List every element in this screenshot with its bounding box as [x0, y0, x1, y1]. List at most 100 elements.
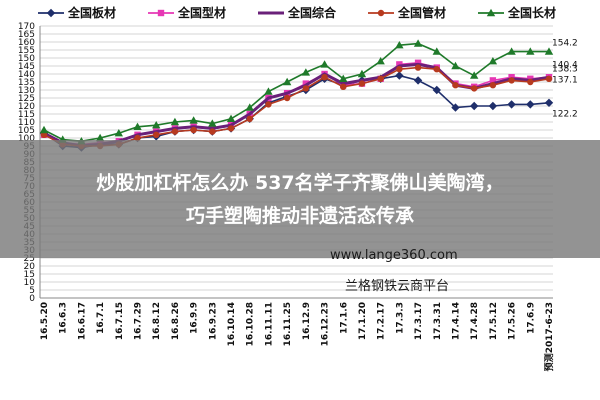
- x-tick-label: 17.1.20: [358, 302, 368, 340]
- x-tick-label: 16.10.28: [246, 302, 256, 346]
- data-point: [377, 9, 385, 17]
- data-point: [209, 128, 216, 135]
- x-tick-label: 16.7.1: [96, 302, 106, 334]
- y-tick-label: 15: [24, 270, 35, 280]
- legend-item: 全国综合: [258, 5, 337, 20]
- data-point: [508, 74, 515, 81]
- data-point: [357, 69, 367, 78]
- y-tick-label: 105: [18, 126, 35, 136]
- data-point: [152, 121, 161, 129]
- data-point: [544, 98, 554, 107]
- legend-item: 全国长材: [478, 5, 556, 20]
- data-point: [40, 131, 48, 138]
- y-tick-label: 20: [24, 262, 36, 272]
- end-value-label: 137.1: [552, 76, 578, 86]
- data-point: [376, 57, 385, 65]
- data-point: [377, 75, 384, 83]
- data-point: [39, 125, 49, 134]
- y-tick-label: 10: [24, 278, 36, 288]
- data-point: [396, 66, 403, 73]
- data-point: [302, 85, 310, 92]
- data-point: [246, 115, 253, 123]
- data-point: [527, 78, 534, 86]
- x-tick-label: 17.5.26: [508, 302, 518, 340]
- data-point: [507, 47, 516, 55]
- x-tick-label: 17.4.14: [451, 302, 461, 340]
- legend-label: 全国管材: [397, 5, 446, 20]
- x-tick-label: 17.3.31: [433, 302, 443, 340]
- x-tick-label: 17.2.17: [377, 302, 387, 340]
- x-tick-label: 16.6.17: [77, 302, 87, 340]
- data-point: [545, 75, 553, 83]
- data-point: [95, 133, 105, 142]
- end-value-label: 154.2: [552, 39, 578, 49]
- y-tick-label: 100: [18, 134, 35, 144]
- y-tick-label: 110: [18, 118, 35, 128]
- data-point: [153, 131, 160, 138]
- data-point: [488, 101, 498, 111]
- end-value-label: 140.4: [552, 60, 578, 70]
- headline-line-2: 巧手塑陶推动非遗活态传承: [185, 205, 414, 227]
- x-tick-label: 16.9.9: [190, 302, 200, 334]
- data-point: [190, 126, 197, 134]
- x-tick-label: 16.10.14: [227, 302, 237, 346]
- data-point: [189, 116, 198, 124]
- legend-item: 全国板材: [38, 5, 116, 20]
- data-point: [507, 100, 516, 109]
- data-point: [486, 8, 496, 17]
- data-point: [208, 119, 217, 127]
- x-tick-label: 16.12.23: [321, 302, 331, 346]
- end-value-label: 122.2: [552, 109, 578, 119]
- data-point: [227, 125, 235, 132]
- x-tick-label: 16.9.23: [208, 302, 218, 340]
- x-tick-label: 17.3.3: [395, 302, 405, 334]
- data-point: [320, 60, 329, 68]
- data-point: [451, 103, 460, 112]
- x-axis: 16.5.20 16.6.3 16.6.17 16.7.1 16.7.15 16.7.29…: [40, 297, 555, 371]
- data-point: [339, 74, 348, 82]
- data-point: [396, 61, 403, 68]
- series-line: [43, 42, 549, 143]
- data-point: [508, 77, 515, 84]
- data-point: [340, 83, 347, 91]
- data-point: [469, 71, 479, 79]
- data-point: [358, 80, 366, 87]
- legend-label: 全国综合: [287, 5, 337, 20]
- data-point: [414, 59, 422, 66]
- x-tick-label: 预测2017-6-23: [543, 302, 555, 371]
- data-point: [301, 68, 311, 76]
- watermark-url: www.lange360.com: [330, 248, 458, 263]
- data-point: [226, 114, 236, 122]
- data-point: [395, 71, 404, 80]
- data-point: [526, 47, 535, 55]
- data-point: [489, 77, 497, 84]
- y-tick-label: 160: [18, 38, 35, 48]
- watermark-brand: 兰格钢铁云商平台: [345, 279, 450, 294]
- y-tick-label: 140: [18, 70, 35, 80]
- data-point: [488, 57, 498, 65]
- data-point: [265, 101, 272, 108]
- y-tick-label: 5: [29, 286, 35, 296]
- legend-label: 全国板材: [67, 5, 116, 20]
- data-point: [114, 129, 124, 137]
- y-tick-label: 125: [18, 94, 35, 104]
- data-point: [470, 85, 478, 92]
- y-tick-label: 155: [18, 46, 35, 56]
- x-tick-label: 16.5.20: [40, 302, 50, 340]
- series-5: [39, 39, 554, 145]
- legend-label: 全国型材: [177, 5, 226, 20]
- x-tick-label: 16.6.3: [59, 302, 69, 334]
- data-point: [264, 87, 273, 95]
- data-point: [321, 74, 328, 81]
- data-point: [489, 82, 497, 89]
- y-tick-label: 0: [29, 294, 35, 304]
- x-tick-label: 16.7.29: [134, 302, 144, 340]
- x-tick-label: 17.4.28: [470, 302, 480, 340]
- data-point: [544, 47, 554, 55]
- data-point: [413, 39, 423, 47]
- data-point: [526, 100, 535, 109]
- data-point: [133, 122, 142, 130]
- x-tick-label: 17.5.12: [489, 302, 499, 340]
- x-tick-label: 16.11.11: [264, 302, 274, 346]
